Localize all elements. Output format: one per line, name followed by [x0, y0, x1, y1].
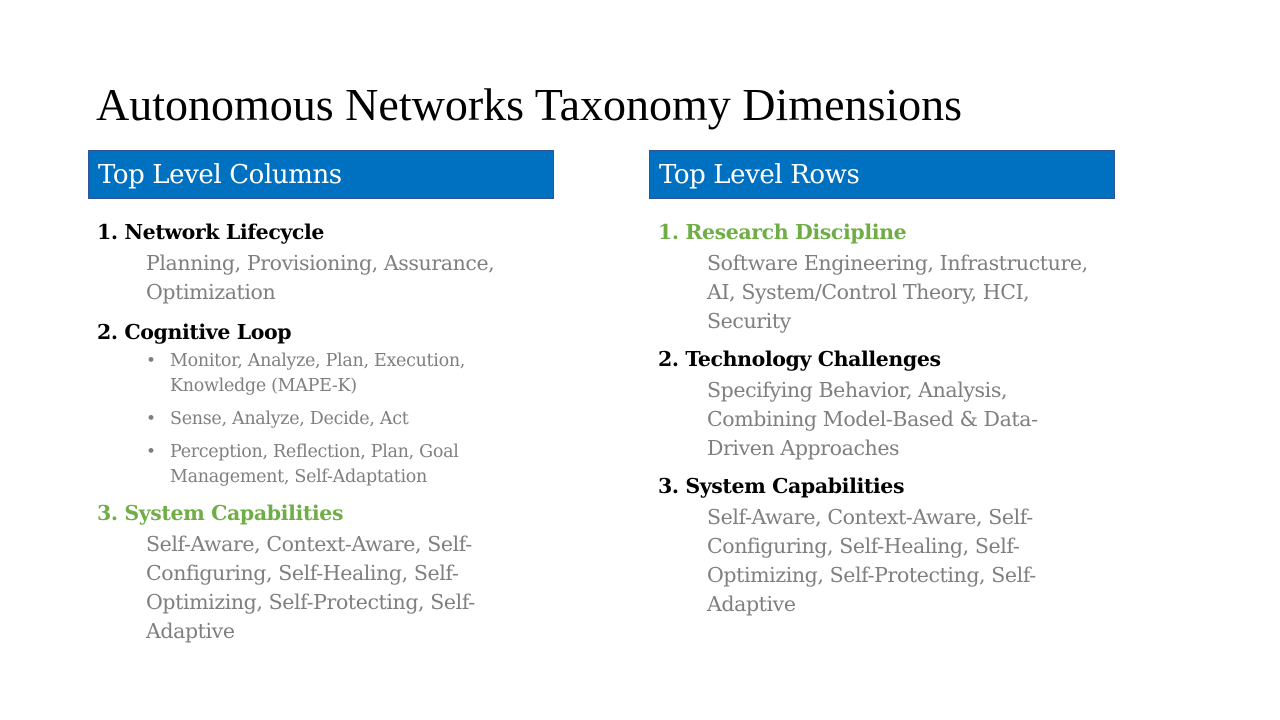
slide-title: Autonomous Networks Taxonomy Dimensions: [96, 79, 963, 130]
right-section-system-capabilities: 3. System Capabilities Self-Aware, Conte…: [658, 471, 1115, 619]
section-heading: 2. Technology Challenges: [658, 347, 941, 371]
bullet-text: Monitor, Analyze, Plan, Execution, Knowl…: [170, 351, 466, 396]
bullet-dot-icon: •: [146, 442, 156, 462]
cognitive-loop-bullets: • Monitor, Analyze, Plan, Execution, Kno…: [97, 349, 554, 490]
section-text: Software Engineering, Infrastructure, AI…: [707, 251, 1088, 333]
section-heading: 2. Cognitive Loop: [97, 320, 292, 344]
section-text: Specifying Behavior, Analysis, Combining…: [707, 378, 1038, 460]
left-section-cognitive-loop: 2. Cognitive Loop • Monitor, Analyze, Pl…: [97, 317, 554, 490]
bullet-item: • Sense, Analyze, Decide, Act: [146, 407, 554, 432]
section-text: Self-Aware, Context-Aware, Self-Configur…: [146, 532, 475, 643]
left-column-body: 1. Network Lifecycle Planning, Provision…: [88, 217, 554, 646]
section-heading: 1. Network Lifecycle: [97, 220, 325, 244]
bullet-text: Perception, Reflection, Plan, Goal Manag…: [170, 442, 459, 487]
left-column: Top Level Columns 1. Network Lifecycle P…: [88, 150, 554, 654]
bullet-item: • Monitor, Analyze, Plan, Execution, Kno…: [146, 349, 540, 399]
section-heading: 3. System Capabilities: [658, 474, 905, 498]
right-section-technology-challenges: 2. Technology Challenges Specifying Beha…: [658, 344, 1115, 463]
right-column-body: 1. Research Discipline Software Engineer…: [649, 217, 1115, 619]
bullet-dot-icon: •: [146, 351, 156, 371]
right-section-research-discipline: 1. Research Discipline Software Engineer…: [658, 217, 1115, 336]
left-column-header: Top Level Columns: [88, 150, 554, 199]
left-section-system-capabilities: 3. System Capabilities Self-Aware, Conte…: [97, 498, 554, 646]
bullet-item: • Perception, Reflection, Plan, Goal Man…: [146, 440, 540, 490]
right-column: Top Level Rows 1. Research Discipline So…: [649, 150, 1115, 627]
section-heading: 3. System Capabilities: [97, 501, 344, 525]
section-text: Self-Aware, Context-Aware, Self-Configur…: [707, 505, 1036, 616]
section-heading: 1. Research Discipline: [658, 220, 907, 244]
bullet-dot-icon: •: [146, 409, 156, 429]
bullet-text: Sense, Analyze, Decide, Act: [170, 409, 409, 429]
left-section-network-lifecycle: 1. Network Lifecycle Planning, Provision…: [97, 217, 554, 307]
section-text: Planning, Provisioning, Assurance, Optim…: [146, 251, 495, 304]
right-column-header: Top Level Rows: [649, 150, 1115, 199]
